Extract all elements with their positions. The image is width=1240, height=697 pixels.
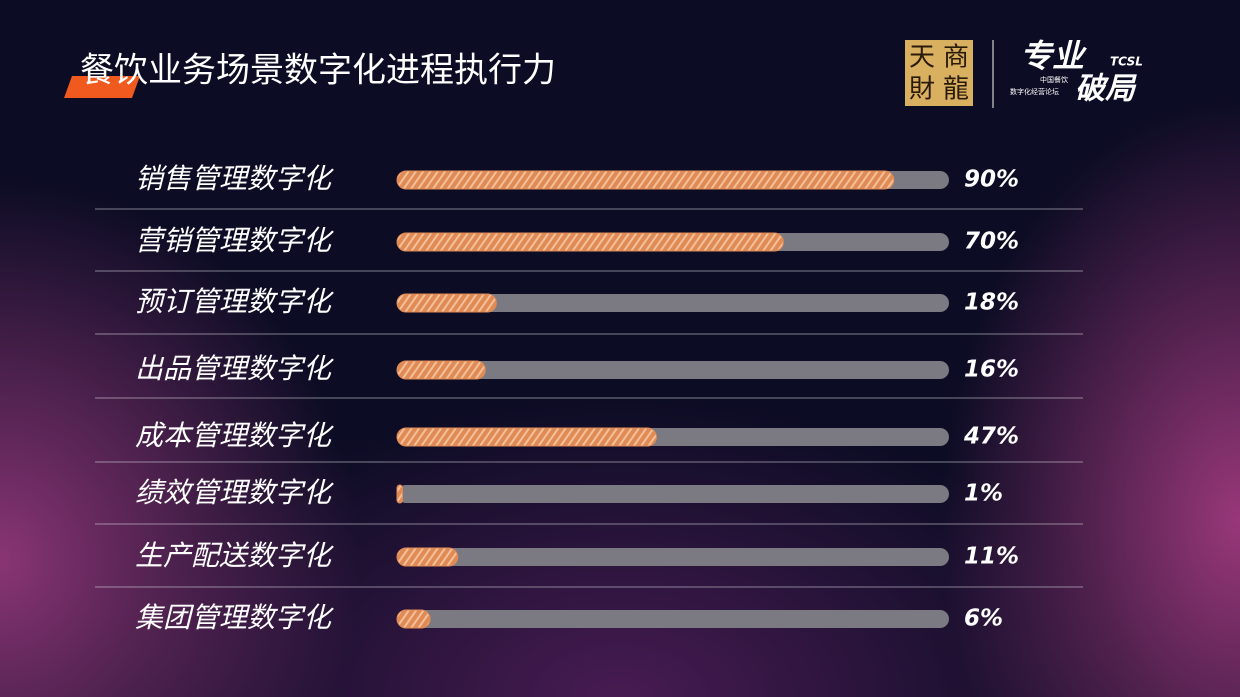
category-label: 绩效管理数字化	[135, 476, 334, 509]
bar	[396, 360, 486, 380]
category-label: 出品管理数字化	[135, 352, 334, 385]
category-label: 成本管理数字化	[135, 419, 334, 452]
logo-brand: TCSL	[1110, 55, 1143, 69]
bar	[396, 427, 657, 447]
value-label: 11%	[964, 544, 1019, 570]
value-label: 16%	[964, 357, 1019, 383]
category-label: 营销管理数字化	[135, 224, 334, 257]
value-label: 90%	[964, 167, 1019, 193]
bar-track	[397, 294, 949, 312]
logo: 天 商 財 龍 专业 TCSL 中国餐饮 数字化经营论坛 破局	[905, 37, 1143, 108]
bar	[396, 547, 459, 567]
logo-line1: 中国餐饮	[1040, 75, 1068, 84]
title-accent	[64, 76, 140, 98]
logo-char: 商	[943, 43, 969, 73]
logo-char: 財	[909, 75, 935, 105]
logo-line2: 数字化经营论坛	[1010, 87, 1059, 96]
bar	[396, 293, 497, 313]
logo-char: 龍	[943, 75, 969, 105]
category-label: 生产配送数字化	[135, 539, 334, 572]
value-label: 47%	[963, 424, 1019, 450]
bar	[396, 232, 784, 252]
bar-track	[397, 485, 949, 503]
value-label: 70%	[964, 229, 1019, 255]
logo-char: 天	[909, 43, 935, 73]
value-label: 6%	[964, 606, 1003, 632]
bar-track	[397, 548, 949, 566]
bar	[396, 609, 431, 629]
bar	[396, 170, 895, 190]
logo-box	[905, 40, 973, 106]
category-label: 销售管理数字化	[135, 162, 334, 195]
logo-main: 专业	[1020, 37, 1087, 75]
category-label: 集团管理数字化	[135, 601, 334, 634]
value-label: 18%	[964, 290, 1019, 316]
bar-track	[397, 610, 949, 628]
logo-sub: 破局	[1075, 72, 1137, 107]
category-label: 预订管理数字化	[135, 285, 334, 318]
bar	[396, 484, 404, 504]
value-label: 1%	[964, 481, 1003, 507]
chart-title: 餐饮业务场景数字化进程执行力	[80, 51, 556, 91]
bar-track	[397, 361, 949, 379]
